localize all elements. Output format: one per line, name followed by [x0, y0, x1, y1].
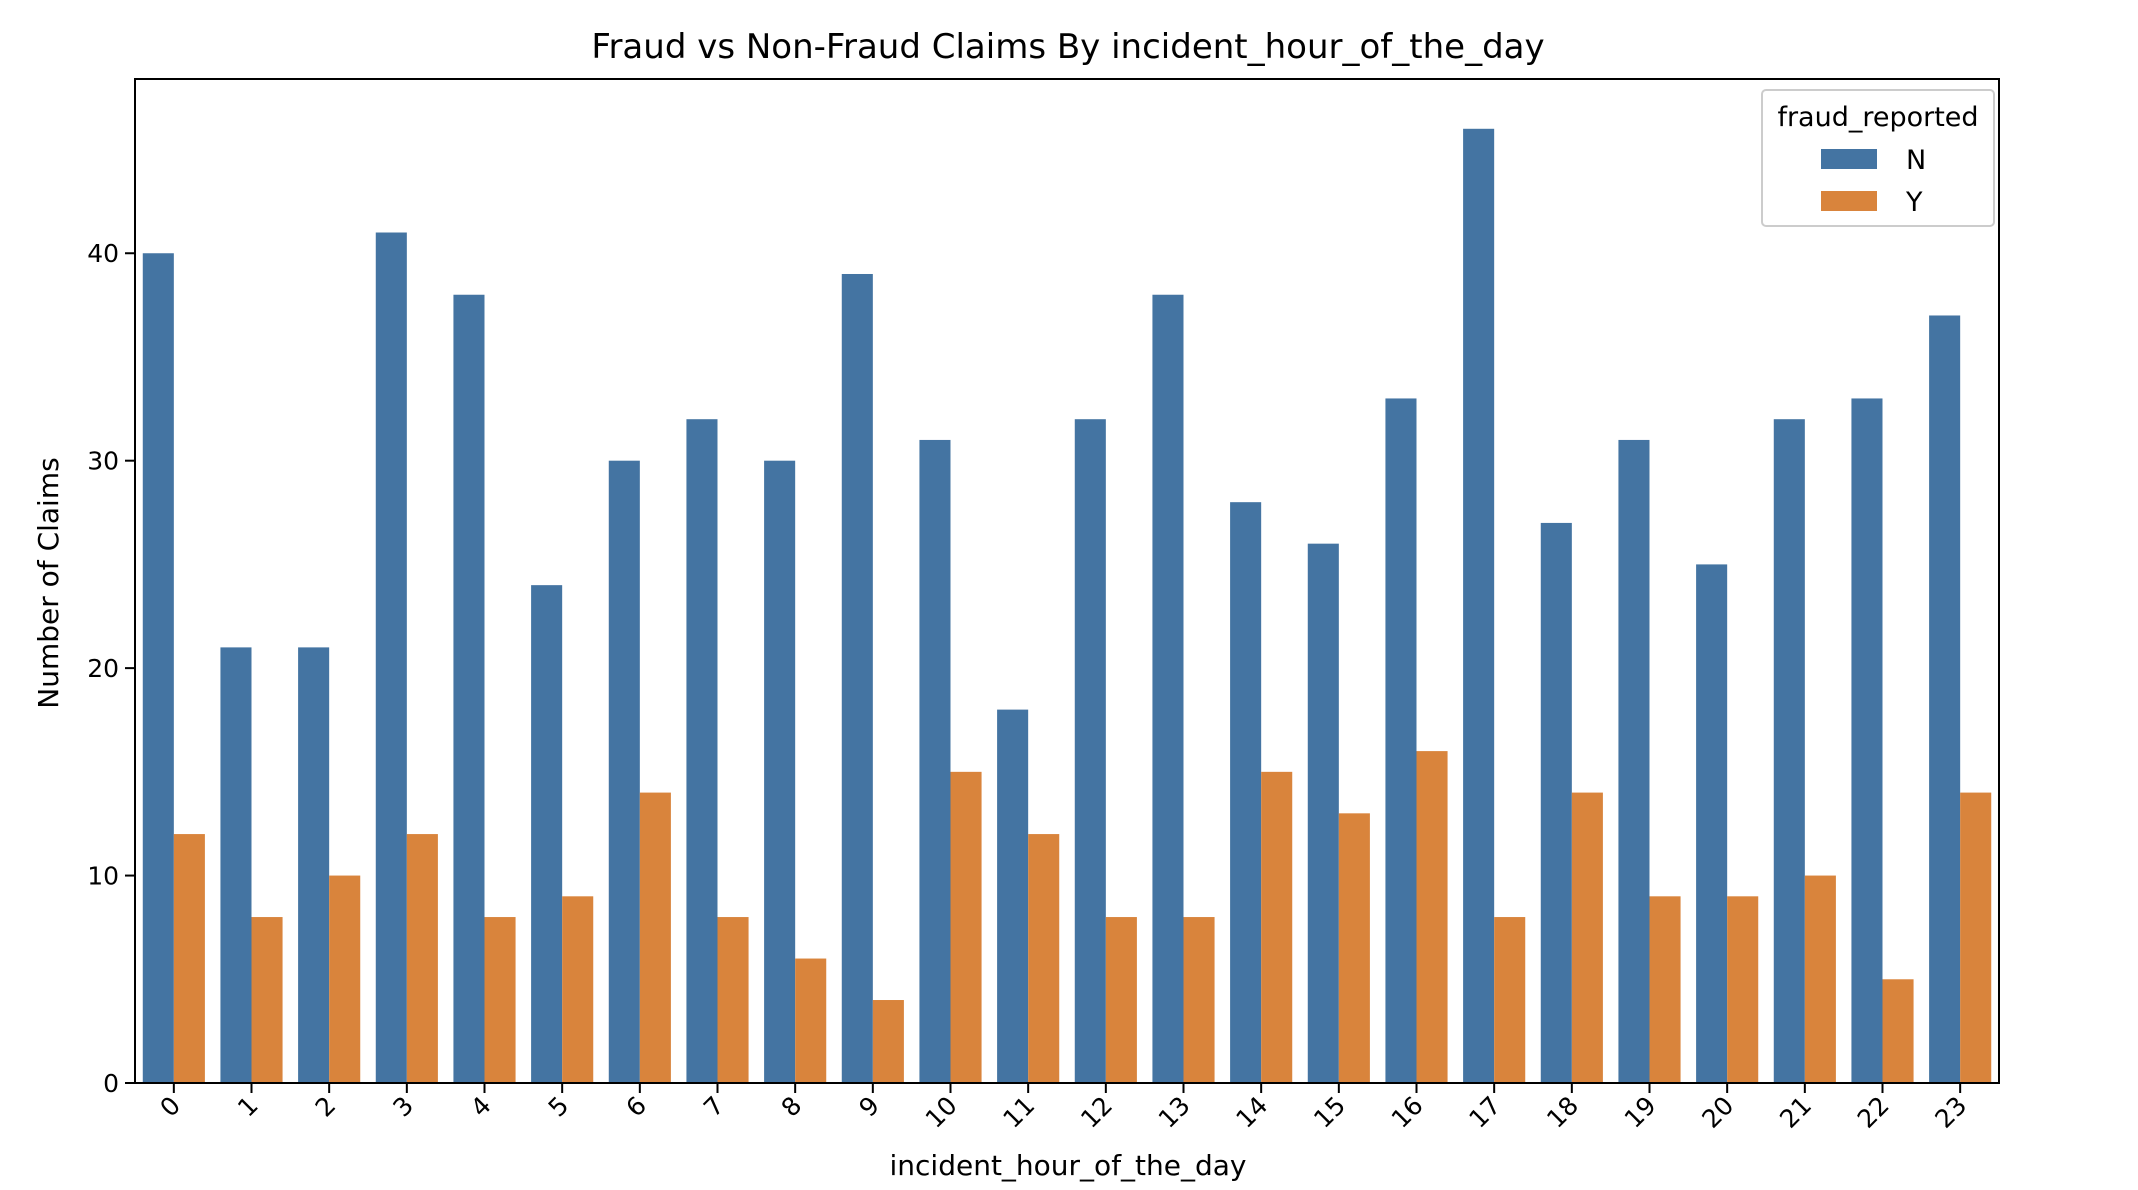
- bar-n-23: [1929, 315, 1961, 1084]
- bar-y-12: [1105, 917, 1137, 1083]
- x-axis-label: incident_hour_of_the_day: [890, 1149, 1247, 1182]
- bar-y-21: [1804, 875, 1836, 1083]
- x-tick-label-8: 8: [776, 1091, 808, 1123]
- y-tick-label-10: 10: [87, 862, 119, 891]
- x-tick-label-6: 6: [620, 1091, 652, 1123]
- bar-n-16: [1385, 398, 1417, 1083]
- y-tick-label-20: 20: [87, 654, 119, 683]
- x-tick-label-4: 4: [465, 1091, 497, 1123]
- bar-y-23: [1960, 792, 1992, 1083]
- legend-swatch-n: [1821, 149, 1877, 169]
- bar-y-4: [484, 917, 516, 1083]
- x-tick-label-12: 12: [1075, 1091, 1118, 1134]
- bar-n-22: [1851, 398, 1883, 1083]
- legend-swatch-y: [1821, 191, 1877, 211]
- y-tick-label-0: 0: [103, 1069, 119, 1098]
- bar-n-5: [531, 585, 563, 1083]
- x-tick-label-0: 0: [154, 1091, 186, 1123]
- legend-title: fraud_reported: [1777, 102, 1978, 133]
- x-tick-label-18: 18: [1541, 1091, 1584, 1134]
- bar-y-14: [1261, 771, 1293, 1083]
- chart-title: Fraud vs Non-Fraud Claims By incident_ho…: [591, 27, 1544, 67]
- legend: fraud_reported N Y: [1761, 89, 1995, 227]
- bar-n-11: [997, 709, 1029, 1083]
- bar-n-17: [1463, 128, 1495, 1084]
- bar-y-11: [1028, 834, 1060, 1083]
- x-tick-label-3: 3: [387, 1091, 419, 1123]
- bar-y-10: [950, 771, 982, 1083]
- bar-y-6: [639, 792, 671, 1083]
- bar-n-0: [142, 253, 174, 1083]
- x-tick-label-22: 22: [1852, 1091, 1895, 1134]
- bar-n-8: [764, 460, 796, 1083]
- bar-y-16: [1416, 751, 1448, 1083]
- bar-n-2: [298, 647, 330, 1083]
- x-tick-label-19: 19: [1619, 1091, 1662, 1134]
- bar-n-10: [919, 439, 951, 1083]
- x-tick-label-7: 7: [698, 1091, 730, 1123]
- x-tick-label-2: 2: [310, 1091, 342, 1123]
- x-tick-label-10: 10: [920, 1091, 963, 1134]
- bar-n-3: [375, 232, 407, 1083]
- bar-y-1: [251, 917, 283, 1083]
- bar-y-20: [1727, 896, 1759, 1083]
- bar-n-7: [686, 419, 718, 1083]
- bar-y-5: [562, 896, 594, 1083]
- bar-n-13: [1152, 294, 1184, 1083]
- bar-y-13: [1183, 917, 1215, 1083]
- x-tick-label-13: 13: [1153, 1091, 1196, 1134]
- y-tick-label-30: 30: [87, 447, 119, 476]
- legend-label-n: N: [1906, 145, 1926, 176]
- bar-n-12: [1074, 419, 1106, 1083]
- bar-y-18: [1571, 792, 1603, 1083]
- x-tick-label-23: 23: [1929, 1091, 1972, 1134]
- x-tick-label-9: 9: [853, 1091, 885, 1123]
- bar-y-7: [717, 917, 749, 1083]
- bar-n-4: [453, 294, 485, 1083]
- x-tick-label-5: 5: [543, 1091, 575, 1123]
- bar-y-17: [1494, 917, 1526, 1083]
- bar-n-18: [1540, 522, 1572, 1083]
- x-tick-label-1: 1: [232, 1091, 264, 1123]
- bar-y-9: [872, 1000, 904, 1083]
- x-tick-label-15: 15: [1308, 1091, 1351, 1134]
- legend-label-y: Y: [1905, 187, 1923, 218]
- x-tick-label-14: 14: [1230, 1091, 1273, 1134]
- legend-frame: [1761, 89, 1995, 227]
- x-tick-label-17: 17: [1463, 1091, 1506, 1134]
- bar-n-6: [608, 460, 640, 1083]
- bar-n-14: [1230, 502, 1262, 1083]
- bar-y-0: [173, 834, 205, 1083]
- bar-n-20: [1696, 564, 1728, 1083]
- bar-n-21: [1773, 419, 1805, 1083]
- bar-y-22: [1882, 979, 1914, 1083]
- y-tick-label-40: 40: [87, 239, 119, 268]
- bar-y-2: [329, 875, 361, 1083]
- x-tick-label-20: 20: [1696, 1091, 1739, 1134]
- axes-frame: [134, 78, 2000, 1084]
- bar-n-19: [1618, 439, 1650, 1083]
- bar-y-8: [795, 958, 827, 1083]
- y-axis-label: Number of Claims: [32, 457, 65, 708]
- x-tick-label-11: 11: [997, 1091, 1040, 1134]
- bar-n-1: [220, 647, 252, 1083]
- bar-n-15: [1307, 543, 1339, 1083]
- bar-y-3: [406, 834, 438, 1083]
- bar-y-19: [1649, 896, 1681, 1083]
- bar-n-9: [841, 273, 873, 1083]
- x-tick-label-21: 21: [1774, 1091, 1817, 1134]
- bar-y-15: [1338, 813, 1370, 1083]
- x-tick-label-16: 16: [1386, 1091, 1429, 1134]
